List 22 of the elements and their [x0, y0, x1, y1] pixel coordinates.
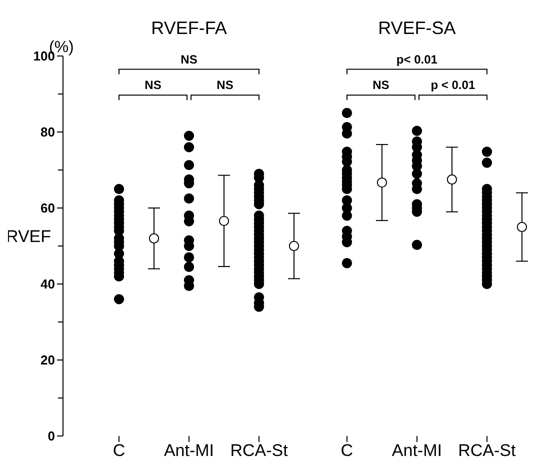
- chart-title: RVEF-SA: [378, 18, 456, 38]
- point: [218, 216, 230, 226]
- x-tick-label: Ant-MI: [392, 441, 442, 460]
- y-tick-label: 0: [48, 428, 55, 444]
- annotation: NS: [216, 78, 234, 92]
- y-tick-label: 60: [40, 200, 55, 216]
- point: [148, 233, 160, 244]
- x-tick-label: RCA-St: [458, 441, 516, 460]
- y-tick-label: 80: [40, 124, 55, 140]
- y-tick-label: 40: [40, 276, 55, 292]
- x-tick-label: RCA-St: [230, 441, 288, 460]
- point: [288, 240, 300, 252]
- x-tick-label: Ant-MI: [164, 441, 214, 460]
- y-tick-label: 20: [40, 352, 55, 368]
- annotation: NS: [144, 78, 162, 92]
- annotation: NS: [180, 52, 198, 66]
- x-tick-label: C: [340, 441, 354, 460]
- annotation: p < 0.01: [430, 78, 476, 92]
- chart-title: RVEF-FA: [151, 18, 227, 38]
- annotation: NS: [372, 78, 390, 92]
- annotation: p< 0.01: [396, 52, 438, 66]
- x-tick-label: C: [112, 441, 126, 460]
